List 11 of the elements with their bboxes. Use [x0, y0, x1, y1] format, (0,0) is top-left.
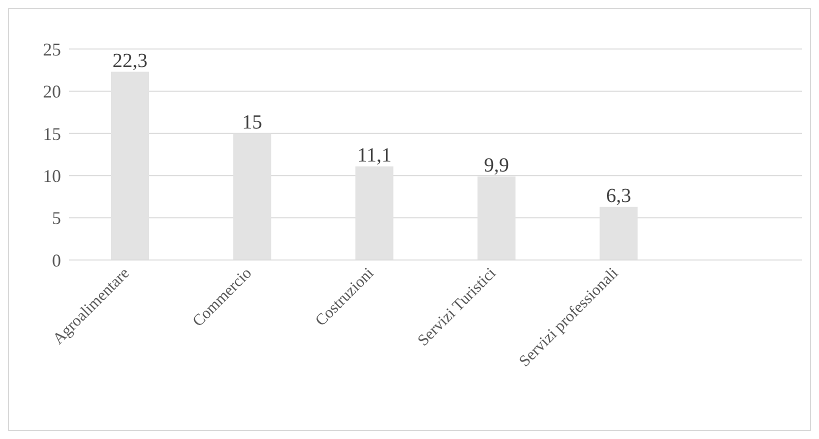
- data-label: 11,1: [357, 144, 392, 166]
- data-label: 22,3: [112, 50, 148, 72]
- data-label: 6,3: [606, 184, 632, 207]
- y-tick-label: 5: [52, 208, 61, 228]
- y-tick-label: 0: [52, 250, 61, 270]
- data-label: 9,9: [484, 154, 509, 176]
- y-tick-label: 10: [43, 166, 61, 186]
- data-label: 15: [242, 111, 262, 134]
- y-tick-label: 15: [43, 124, 61, 144]
- y-tick-label: 25: [43, 39, 61, 60]
- y-tick-label: 20: [43, 82, 61, 102]
